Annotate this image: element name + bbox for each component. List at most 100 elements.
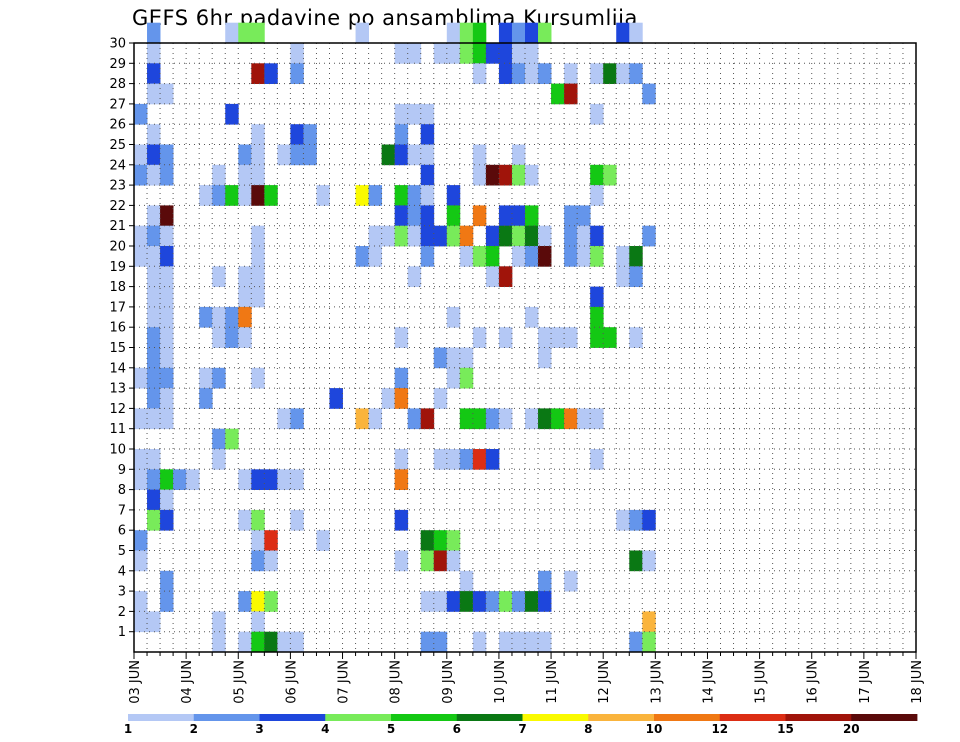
- heatmap-cell: [498, 591, 513, 612]
- heatmap-cell: [629, 22, 643, 44]
- heatmap-cell: [538, 570, 552, 592]
- heatmap-cell: [160, 367, 174, 389]
- heatmap-cell: [277, 144, 291, 166]
- heatmap-cell: [134, 530, 148, 551]
- heatmap-cell: [264, 631, 278, 653]
- heatmap-cell: [147, 611, 161, 633]
- heatmap-cell: [551, 408, 565, 430]
- y-tick-label: 8: [118, 483, 126, 498]
- heatmap-cell: [225, 22, 239, 44]
- heatmap-cells: [134, 22, 656, 653]
- heatmap-cell: [590, 408, 604, 430]
- heatmap-cell: [485, 225, 500, 247]
- heatmap-cell: [212, 306, 226, 328]
- heatmap-cell: [629, 327, 643, 348]
- heatmap-cell: [472, 327, 487, 348]
- heatmap-cell: [251, 225, 265, 247]
- heatmap-cell: [251, 124, 265, 145]
- heatmap-cell: [147, 347, 161, 369]
- heatmap-cell: [199, 388, 213, 409]
- heatmap-cell: [381, 388, 396, 409]
- heatmap-cell: [642, 631, 656, 653]
- heatmap-cell: [420, 631, 435, 653]
- heatmap-cell: [525, 205, 539, 227]
- colorbar-swatch: [325, 714, 392, 721]
- colorbar-swatch: [851, 714, 918, 721]
- heatmap-cell: [498, 164, 513, 186]
- heatmap-cell: [225, 428, 239, 450]
- heatmap-cell: [498, 63, 513, 84]
- heatmap-cell: [160, 266, 174, 287]
- heatmap-cell: [498, 266, 513, 287]
- heatmap-cell: [160, 306, 174, 328]
- heatmap-cell: [225, 185, 239, 206]
- heatmap-cell: [147, 63, 161, 84]
- heatmap-cell: [420, 103, 435, 125]
- heatmap-cell: [264, 63, 278, 84]
- heatmap-cell: [264, 469, 278, 490]
- heatmap-cell: [381, 144, 396, 166]
- heatmap-cell: [538, 347, 552, 369]
- heatmap-cell: [433, 43, 448, 64]
- heatmap-cell: [472, 164, 487, 186]
- y-tick-label: 18: [109, 280, 126, 295]
- heatmap-cell: [446, 550, 461, 572]
- heatmap-cell: [603, 63, 617, 84]
- heatmap-cell: [394, 469, 409, 490]
- heatmap-cell: [420, 164, 435, 186]
- heatmap-cell: [446, 22, 461, 44]
- y-tick-label: 27: [109, 97, 126, 112]
- heatmap-cell: [564, 246, 578, 267]
- heatmap-cell: [511, 144, 526, 166]
- heatmap-cell: [134, 408, 148, 430]
- heatmap-cell: [251, 367, 265, 389]
- heatmap-cell: [472, 205, 487, 227]
- colorbar-label: 2: [190, 722, 198, 736]
- heatmap-cell: [629, 63, 643, 84]
- heatmap-cell: [433, 591, 448, 612]
- heatmap-cell: [616, 63, 630, 84]
- heatmap-cell: [277, 408, 291, 430]
- heatmap-cell: [407, 266, 422, 287]
- heatmap-cell: [394, 509, 409, 531]
- heatmap-cell: [642, 611, 656, 633]
- heatmap-cell: [590, 103, 604, 125]
- heatmap-cell: [394, 43, 409, 64]
- heatmap-cell: [251, 631, 265, 653]
- heatmap-cell: [160, 83, 174, 105]
- grid-lines: [134, 43, 916, 652]
- heatmap-cell: [420, 530, 435, 551]
- heatmap-cell: [381, 225, 396, 247]
- colorbar-label: 6: [453, 722, 461, 736]
- heatmap-cell: [238, 266, 252, 287]
- heatmap-cell: [251, 509, 265, 531]
- heatmap-cell: [368, 185, 383, 206]
- x-tick-label: 14 JUN: [702, 660, 717, 704]
- heatmap-cell: [472, 144, 487, 166]
- heatmap-cell: [147, 408, 161, 430]
- heatmap-cell: [459, 22, 474, 44]
- heatmap-cell: [420, 144, 435, 166]
- heatmap-cell: [590, 286, 604, 308]
- heatmap-cell: [420, 124, 435, 145]
- colorbar-swatch: [522, 714, 589, 721]
- x-tick-label: 17 JUN: [858, 660, 873, 704]
- colorbar-label: 8: [584, 722, 592, 736]
- heatmap-cell: [446, 43, 461, 64]
- heatmap-cell: [238, 286, 252, 308]
- heatmap-cell: [525, 306, 539, 328]
- heatmap-cell: [186, 469, 200, 490]
- heatmap-cell: [134, 144, 148, 166]
- heatmap-cell: [303, 124, 317, 145]
- heatmap-cell: [485, 591, 500, 612]
- heatmap-cell: [511, 246, 526, 267]
- heatmap-cell: [147, 83, 161, 105]
- heatmap-cell: [420, 205, 435, 227]
- heatmap-cell: [472, 591, 487, 612]
- x-tick-label: 18 JUN: [910, 660, 925, 704]
- heatmap-cell: [538, 631, 552, 653]
- heatmap-cell: [212, 164, 226, 186]
- heatmap-cell: [251, 164, 265, 186]
- heatmap-cell: [642, 509, 656, 531]
- heatmap-cell: [147, 367, 161, 389]
